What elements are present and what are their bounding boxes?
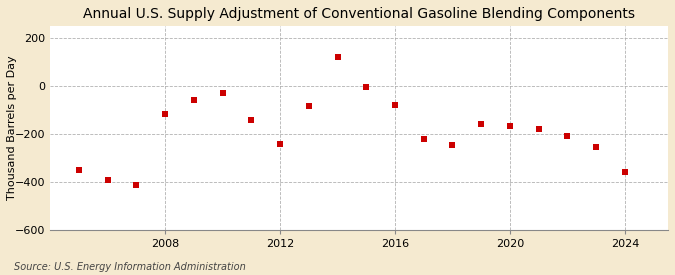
Point [246,117,256,122]
Point [620,170,630,175]
Point [131,183,142,188]
Title: Annual U.S. Supply Adjustment of Conventional Gasoline Blending Components: Annual U.S. Supply Adjustment of Convent… [83,7,635,21]
Point [160,111,171,116]
Point [533,127,544,131]
Point [562,134,573,139]
Point [389,103,400,108]
Point [275,141,286,146]
Point [447,142,458,147]
Point [217,91,228,95]
Point [332,55,343,60]
Point [505,123,516,128]
Point [476,122,487,127]
Point [102,177,113,182]
Point [591,145,601,149]
Point [303,104,314,109]
Text: Source: U.S. Energy Information Administration: Source: U.S. Energy Information Administ… [14,262,245,272]
Y-axis label: Thousand Barrels per Day: Thousand Barrels per Day [7,56,17,200]
Point [361,85,372,90]
Point [188,98,199,103]
Point [74,168,84,172]
Point [418,137,429,141]
